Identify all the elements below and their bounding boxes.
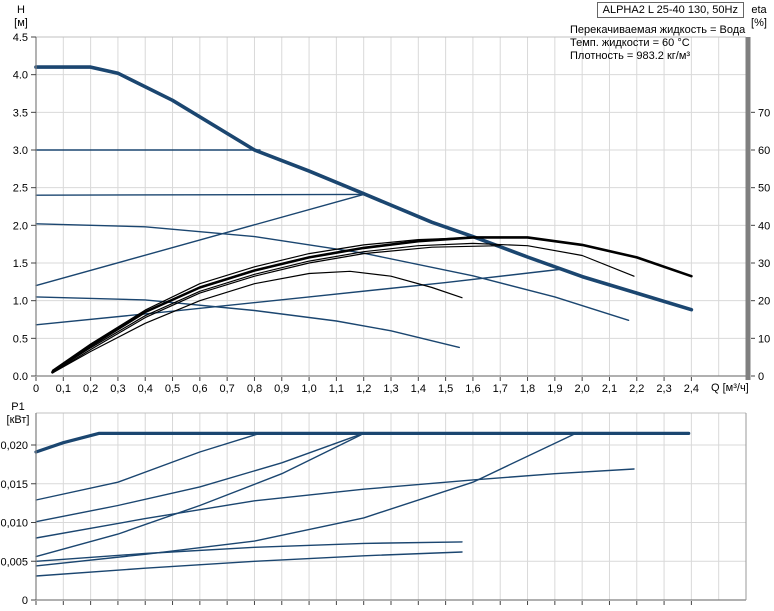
fluid-info-block: Перекачиваемая жидкость = Вода Темп. жид…: [570, 24, 745, 63]
fluid-temp-line: Темп. жидкости = 60 °C: [570, 37, 690, 49]
x-tick-label: 1,0: [301, 383, 316, 395]
curve-p1-min: [35, 551, 463, 577]
x-tick-label: 0,9: [274, 383, 289, 395]
power-axis-unit: [кВт]: [6, 414, 30, 426]
eta-axis-spine: [745, 37, 751, 380]
y-tick-label: 2.5: [13, 183, 28, 195]
curve-p1-const-pressure-3.0: [35, 433, 258, 501]
x-tick-label: 0,3: [110, 383, 125, 395]
head-axis-symbol: H: [17, 4, 25, 16]
x-tick-label: 1,7: [493, 383, 508, 395]
x-tick-label: 0,5: [165, 383, 180, 395]
curve-prop-pressure-2: [35, 193, 365, 287]
power-axis-label: P1 [кВт]: [2, 401, 34, 427]
pump-model-title: ALPHA2 L 25-40 130, 50Hz: [602, 4, 738, 16]
chart-title-box: ALPHA2 L 25-40 130, 50Hz: [596, 2, 744, 18]
fluid-type-line: Перекачиваемая жидкость = Вода: [570, 24, 746, 36]
y-tick-label: 0.5: [13, 333, 28, 345]
y-tick-label: 3.5: [13, 107, 28, 119]
x-tick-label: 1,5: [438, 383, 453, 395]
head-axis-unit: [м]: [14, 17, 28, 29]
x-tick-label: 1,9: [547, 383, 562, 395]
x-tick-label: 2,1: [602, 383, 617, 395]
eta-tick-label: 20: [758, 296, 770, 308]
x-tick-label: 2,3: [656, 383, 671, 395]
curve-prop-pressure-1: [35, 268, 564, 326]
curve-speed-i: [35, 296, 460, 349]
x-tick-label: 0,7: [220, 383, 235, 395]
eta-axis-label: eta [%]: [745, 4, 773, 30]
curve-eta-speed-i: [51, 270, 463, 374]
curve-p1-speed-i: [35, 541, 463, 562]
eta-tick-label: 30: [758, 258, 770, 270]
x-tick-label: 0,4: [138, 383, 153, 395]
curve-p1-const-pressure-2.4: [35, 433, 362, 523]
curve-const-pressure-2.4: [35, 193, 365, 196]
y-tick-label: 0.0: [13, 371, 28, 383]
x-tick-label: 0,2: [83, 383, 98, 395]
y-tick-label: 4.5: [13, 32, 28, 44]
curve-p1-prop-pressure-1: [35, 433, 575, 567]
y-tick-label: 0,010: [0, 518, 28, 530]
x-tick-label: 2,4: [684, 383, 699, 395]
x-tick-label: 1,8: [520, 383, 535, 395]
curve-p1-prop-pressure-2: [35, 434, 362, 558]
x-tick-label: 2,2: [629, 383, 644, 395]
y-tick-label: 2.0: [13, 220, 28, 232]
eta-tick-label: 70: [758, 107, 770, 119]
power-axis-symbol: P1: [11, 401, 25, 413]
eta-axis-symbol: eta: [751, 4, 767, 16]
x-tick-label: 0,6: [192, 383, 207, 395]
y-tick-label: 3.0: [13, 145, 28, 157]
eta-tick-label: 50: [758, 183, 770, 195]
curve-p1-speed-ii: [35, 468, 635, 539]
x-tick-label: 1,3: [383, 383, 398, 395]
y-tick-label: 4.0: [13, 70, 28, 82]
curve-eta-bundle-a: [51, 237, 460, 371]
y-tick-label: 0,020: [0, 440, 28, 452]
x-tick-label: 1,1: [329, 383, 344, 395]
eta-axis-unit: [%]: [751, 17, 767, 29]
eta-tick-label: 0: [758, 371, 764, 383]
curve-eta-speed-iii: [51, 236, 693, 374]
x-tick-label: 0,1: [56, 383, 71, 395]
fluid-density-line: Плотность = 983.2 кг/м³: [570, 50, 691, 62]
y-tick-label: 1.5: [13, 258, 28, 270]
x-tick-label: 0: [33, 383, 39, 395]
eta-tick-label: 60: [758, 145, 770, 157]
curve-eta-bundle-b: [51, 245, 501, 374]
y-tick-label: 0,005: [0, 556, 28, 568]
y-tick-label: 0,015: [0, 479, 28, 491]
eta-tick-label: 40: [758, 220, 770, 232]
x-tick-label: 2,0: [575, 383, 590, 395]
x-tick-label: 0,8: [247, 383, 262, 395]
y-tick-label: 0: [22, 595, 28, 607]
x-tick-label: 1,4: [411, 383, 426, 395]
flow-axis-label: Q [м³/ч]: [711, 382, 749, 394]
y-tick-label: 1.0: [13, 296, 28, 308]
x-tick-label: 1,6: [465, 383, 480, 395]
curve-p1-speed-iii: [34, 431, 691, 454]
x-tick-label: 1,2: [356, 383, 371, 395]
eta-tick-label: 10: [758, 333, 770, 345]
head-axis-label: H [м]: [6, 4, 36, 30]
curve-eta-speed-ii: [51, 242, 635, 373]
